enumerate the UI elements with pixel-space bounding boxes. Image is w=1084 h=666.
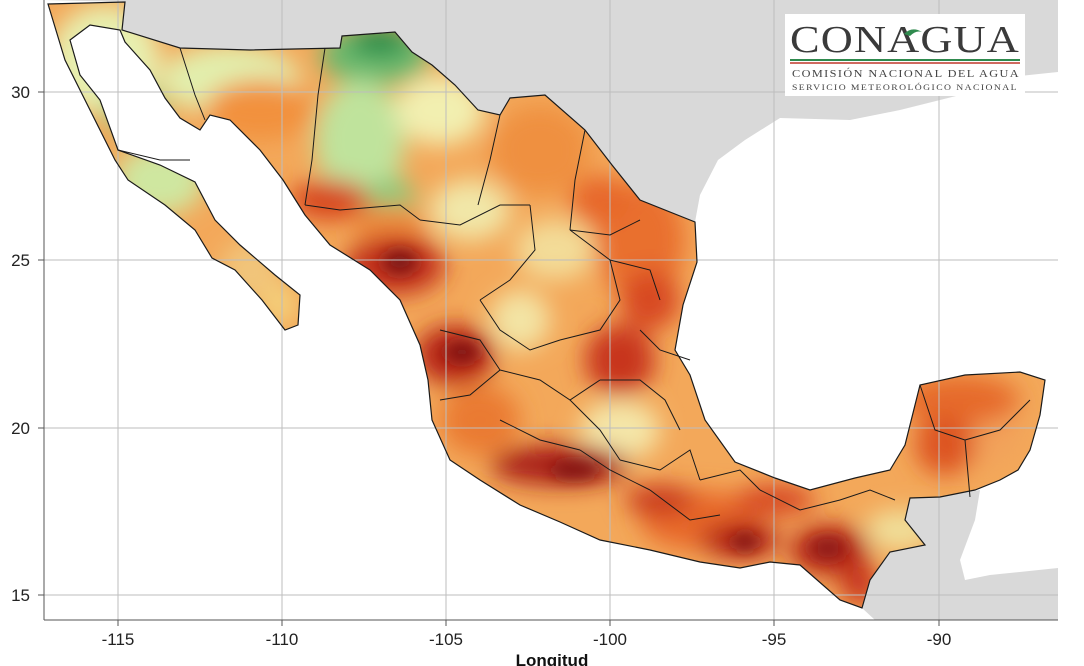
logo-subtitle-2: SERVICIO METEOROLÓGICO NACIONAL [792,82,1018,92]
x-tick-label: -95 [762,630,787,649]
logo-leaf-icon [904,29,922,36]
x-tick-label: -90 [927,630,952,649]
y-tick-label: 30 [11,83,30,102]
logo-title: CONAGUA [790,19,1020,61]
y-tick-label: 15 [11,586,30,605]
logo-subtitle: COMISIÓN NACIONAL DEL AGUA [792,68,1020,80]
axis-frame [38,0,1058,626]
x-tick-labels: -115 -110 -105 -100 -95 -90 [102,630,952,649]
x-tick-label: -105 [429,630,463,649]
y-tick-label: 25 [11,251,30,270]
y-tick-labels: 30 25 20 15 [11,83,30,605]
x-tick-label: -110 [266,630,299,649]
x-axis-title: Longitud [516,651,589,666]
conagua-logo: CONAGUA COMISIÓN NACIONAL DEL AGUA SERVI… [785,14,1025,96]
x-tick-label: -115 [102,630,135,649]
grid-lines [44,0,1058,620]
x-tick-label: -100 [593,630,627,649]
y-tick-label: 20 [11,419,30,438]
state-borders [117,47,1031,521]
